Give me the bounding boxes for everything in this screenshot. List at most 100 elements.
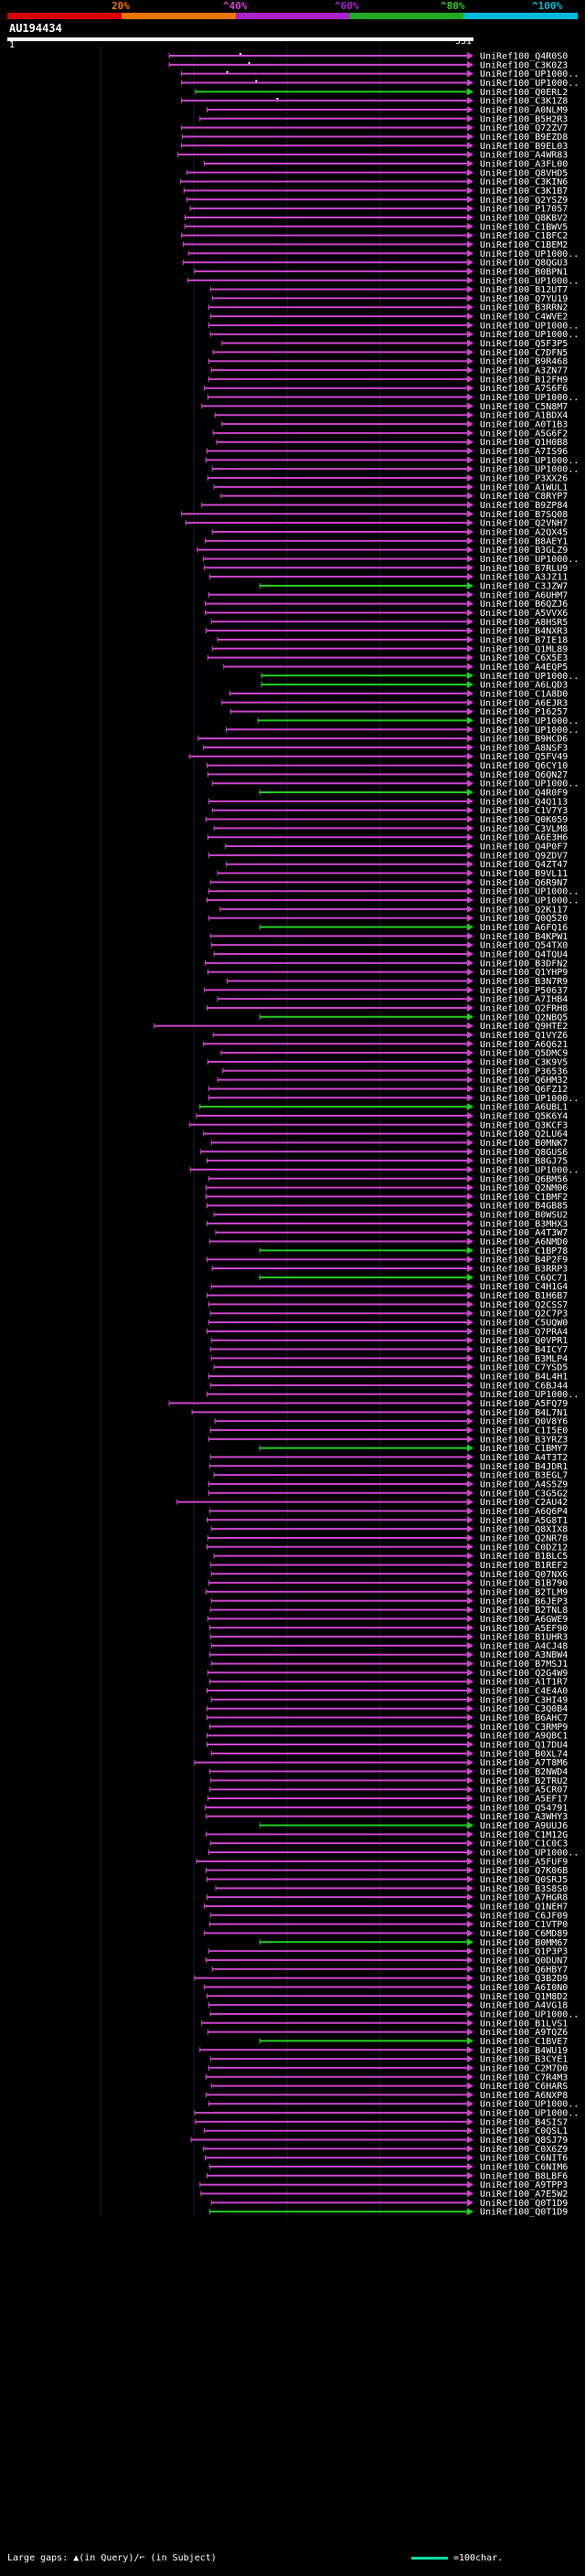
hit-row[interactable]: UniRef100_Q2G4W9 (207, 1669, 568, 1679)
hit-label[interactable]: UniRef100_A6UBL1 (480, 1103, 568, 1113)
hit-label[interactable]: UniRef100_Q0V8Y6 (480, 1417, 568, 1427)
hit-label[interactable]: UniRef100_B9EZD8 (480, 133, 568, 143)
hit-row[interactable]: UniRef100_A1WUL1 (213, 482, 568, 493)
hit-label[interactable]: UniRef100_P50637 (480, 986, 568, 996)
hit-row[interactable]: UniRef100_A0T1B3 (221, 420, 569, 430)
hit-label[interactable]: UniRef100_Q8GUS6 (480, 1148, 568, 1158)
hit-row[interactable]: UniRef100_A8HSR5 (210, 618, 568, 628)
hit-row[interactable]: UniRef100_Q4Q113 (207, 797, 568, 807)
hit-row[interactable]: UniRef100_Q2VNH7 (185, 519, 568, 529)
hit-label[interactable]: UniRef100_UP1000.. (480, 393, 579, 403)
hit-label[interactable]: UniRef100_UP1000.. (480, 2009, 579, 2019)
hit-row[interactable]: UniRef100_Q1H0B8 (216, 438, 568, 448)
hit-row[interactable]: UniRef100_Q1VYZ6 (212, 1031, 568, 1041)
hit-label[interactable]: UniRef100_A6I0N0 (480, 1983, 568, 1993)
hit-label[interactable]: UniRef100_UP1000.. (480, 321, 579, 331)
hit-label[interactable]: UniRef100_A5FUF9 (480, 1857, 568, 1867)
hit-row[interactable]: UniRef100_A2QX45 (211, 527, 568, 537)
hit-row[interactable]: UniRef100_B1BLC5 (213, 1552, 568, 1562)
hit-label[interactable]: UniRef100_B2TNL8 (480, 1606, 568, 1616)
hit-row[interactable]: UniRef100_B3MLP4 (210, 1354, 568, 1364)
hit-row[interactable]: UniRef100_A6Q621 (203, 1040, 569, 1050)
hit-row[interactable]: UniRef100_B6AHC7 (206, 1713, 568, 1723)
hit-row[interactable]: UniRef100_Q6FZ12 (207, 1085, 568, 1095)
hit-row[interactable]: UniRef100_A6E3H6 (207, 833, 568, 843)
hit-row[interactable]: UniRef100_A7S6F6 (204, 384, 569, 394)
hit-label[interactable]: UniRef100_C3K1B7 (480, 186, 568, 196)
hit-label[interactable]: UniRef100_Q6FZ12 (480, 1085, 568, 1095)
hit-row[interactable]: UniRef100_C1C0C3 (209, 1839, 568, 1850)
hit-row[interactable]: UniRef100_A9UUJ6 (259, 1821, 568, 1831)
hit-label[interactable]: UniRef100_B7MSJ1 (480, 1659, 568, 1670)
hit-row[interactable]: UniRef100_B3GLZ9 (197, 546, 568, 556)
hit-label[interactable]: UniRef100_B9VL11 (480, 869, 568, 879)
hit-row[interactable]: UniRef100_C3RMP9 (208, 1723, 568, 1733)
hit-row[interactable]: UniRef100_Q8GUS6 (200, 1148, 569, 1158)
hit-row[interactable]: UniRef100_C0QSL1 (204, 2126, 569, 2136)
hit-label[interactable]: UniRef100_A3NBW4 (480, 1650, 568, 1660)
hit-row[interactable]: UniRef100_A5G6F2 (212, 429, 568, 439)
hit-label[interactable]: UniRef100_C1BWV5 (480, 222, 568, 232)
hit-row[interactable]: UniRef100_A4EQP5 (223, 663, 569, 673)
hit-label[interactable]: UniRef100_UP1000.. (480, 79, 579, 89)
hit-row[interactable]: UniRef100_Q4R0S0 (168, 52, 568, 62)
hit-label[interactable]: UniRef100_C7YSD5 (480, 1363, 568, 1373)
hit-row[interactable]: UniRef100_B4JDR1 (208, 1462, 568, 1472)
hit-row[interactable]: UniRef100_Q6QN27 (207, 770, 568, 780)
hit-row[interactable]: UniRef100_UP1000.. (207, 887, 579, 897)
hit-row[interactable]: UniRef100_P3XX26 (207, 474, 568, 484)
hit-row[interactable]: UniRef100_Q07NX6 (210, 1570, 568, 1580)
hit-label[interactable]: UniRef100_B9HCD6 (480, 735, 568, 745)
hit-row[interactable]: UniRef100_B9EL03 (181, 142, 569, 152)
hit-row[interactable]: UniRef100_UP1000.. (207, 2100, 579, 2110)
hit-label[interactable]: UniRef100_A6NMD0 (480, 1237, 568, 1247)
hit-label[interactable]: UniRef100_Q2K117 (480, 905, 568, 915)
hit-row[interactable]: UniRef100_B8AEY1 (205, 536, 569, 546)
hit-label[interactable]: UniRef100_A1BDX4 (480, 411, 568, 421)
hit-label[interactable]: UniRef100_C0QSL1 (480, 2126, 568, 2136)
hit-row[interactable]: UniRef100_B4NXR3 (205, 627, 568, 637)
hit-label[interactable]: UniRef100_A3JZ11 (480, 573, 568, 583)
hit-label[interactable]: UniRef100_C0X6Z9 (480, 2145, 568, 2155)
hit-label[interactable]: UniRef100_Q2NM06 (480, 1183, 568, 1193)
hit-row[interactable]: UniRef100_C1VTP0 (208, 1920, 568, 1930)
hit-row[interactable]: UniRef100_UP1000.. (209, 2009, 579, 2019)
hit-label[interactable]: UniRef100_B3EGL7 (480, 1471, 568, 1481)
hit-label[interactable]: UniRef100_B2TRU2 (480, 1776, 568, 1786)
hit-label[interactable]: UniRef100_B3RRN2 (480, 303, 568, 313)
hit-label[interactable]: UniRef100_A4EQP5 (480, 663, 568, 673)
hit-row[interactable]: UniRef100_C0X6Z9 (203, 2145, 569, 2155)
hit-row[interactable]: UniRef100_C7YSD5 (213, 1363, 568, 1373)
hit-label[interactable]: UniRef100_Q2VNH7 (480, 519, 568, 529)
hit-row[interactable]: UniRef100_C6NIT6 (205, 2154, 569, 2164)
hit-row[interactable]: UniRef100_C3G5G2 (207, 1489, 568, 1499)
hit-row[interactable]: UniRef100_A7E5W2 (200, 2189, 569, 2200)
hit-row[interactable]: UniRef100_B3RRP3 (211, 1265, 568, 1275)
hit-row[interactable]: UniRef100_Q72ZV7 (181, 123, 569, 133)
hit-row[interactable]: UniRef100_C2AU42 (176, 1498, 569, 1508)
hit-label[interactable]: UniRef100_UP1000.. (480, 672, 579, 682)
hit-row[interactable]: UniRef100_Q2FRH8 (206, 1003, 568, 1013)
hit-label[interactable]: UniRef100_C6MD89 (480, 1929, 568, 1939)
hit-label[interactable]: UniRef100_C5UQW0 (480, 1319, 568, 1329)
hit-label[interactable]: UniRef100_B2NWD4 (480, 1767, 568, 1777)
hit-row[interactable]: UniRef100_B2TRU2 (209, 1776, 568, 1786)
hit-label[interactable]: UniRef100_A1T1R7 (480, 1678, 568, 1688)
hit-label[interactable]: UniRef100_Q2NBQ5 (480, 1012, 568, 1023)
hit-row[interactable]: UniRef100_Q17DU4 (206, 1741, 568, 1751)
hit-label[interactable]: UniRef100_A0T1B3 (480, 420, 568, 430)
hit-row[interactable]: UniRef100_B4SIS7 (195, 2117, 568, 2127)
hit-row[interactable]: UniRef100_Q3B2D9 (194, 1974, 568, 1984)
hit-row[interactable]: UniRef100_A6I0N0 (204, 1983, 569, 1993)
hit-row[interactable]: UniRef100_Q2C7P3 (209, 1309, 568, 1320)
hit-label[interactable]: UniRef100_C3Q0B4 (480, 1704, 568, 1714)
hit-row[interactable]: UniRef100_A4CJ48 (210, 1641, 568, 1651)
hit-row[interactable]: UniRef100_C5UQW0 (207, 1319, 568, 1329)
hit-row[interactable]: UniRef100_UP1000.. (187, 249, 579, 260)
hit-label[interactable]: UniRef100_B6AHC7 (480, 1713, 568, 1723)
hit-label[interactable]: UniRef100_A5EF17 (480, 1795, 568, 1805)
hit-label[interactable]: UniRef100_B12FH9 (480, 375, 568, 385)
hit-row[interactable]: UniRef100_B2NWD4 (208, 1767, 568, 1777)
hit-row[interactable]: UniRef100_C1BVE7 (259, 2037, 568, 2047)
hit-row[interactable]: UniRef100_Q5FV49 (188, 752, 568, 762)
